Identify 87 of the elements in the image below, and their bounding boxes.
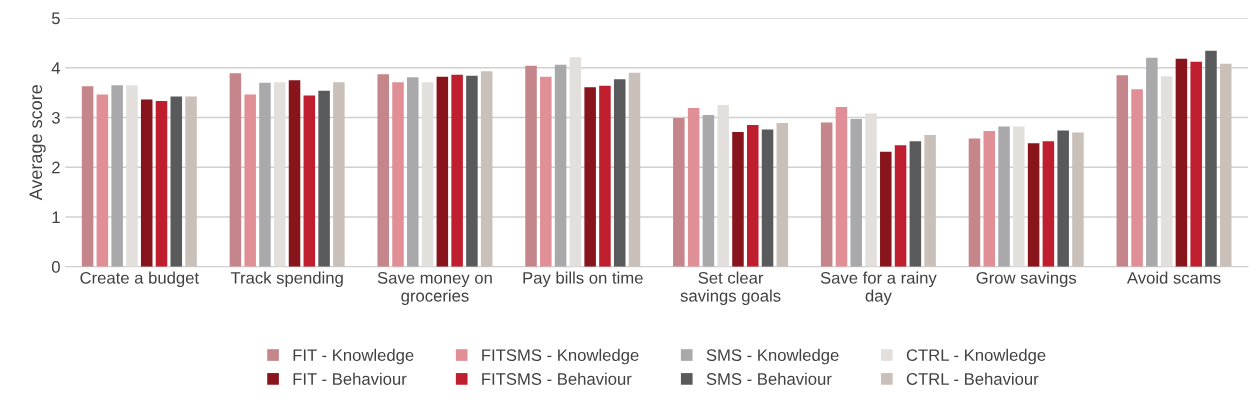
bar	[1205, 50, 1217, 267]
bar	[717, 105, 729, 267]
bar	[569, 57, 582, 267]
x-tick-label: Pay bills on time	[523, 271, 643, 288]
bar	[584, 87, 596, 267]
bar	[155, 101, 168, 267]
bar	[1116, 75, 1129, 267]
bar	[746, 124, 759, 267]
x-tick-label: Save money on groceries	[377, 271, 492, 306]
bar	[229, 73, 242, 267]
bar	[392, 82, 404, 267]
x-tick-label: Set clear savings goals	[680, 271, 781, 306]
legend-label: SMS - Behaviour	[706, 372, 832, 385]
y-tick-label: 3	[51, 111, 60, 124]
bar	[377, 74, 389, 267]
bar	[628, 72, 641, 267]
bar	[466, 75, 478, 267]
bar	[259, 82, 271, 267]
bar	[776, 122, 789, 267]
bar	[1175, 58, 1188, 267]
bar	[1013, 126, 1025, 267]
bar	[111, 85, 123, 267]
y-tick-label: 4	[51, 62, 61, 74]
bar	[170, 96, 183, 267]
bar	[288, 80, 301, 267]
bar	[909, 141, 922, 267]
bar	[244, 94, 256, 267]
x-tick-label: Create a budget	[80, 271, 199, 288]
bar	[613, 79, 626, 267]
bar	[998, 126, 1010, 267]
x-tick-label: Avoid scams	[1126, 271, 1221, 284]
bar	[1042, 141, 1055, 267]
bar	[1131, 89, 1143, 267]
bar	[865, 113, 877, 267]
y-tick-label: 2	[52, 161, 60, 174]
bar	[1057, 130, 1069, 267]
bar	[820, 122, 833, 267]
y-tick-label: 1	[52, 211, 60, 223]
bar	[421, 82, 434, 267]
legend-label: FITSMS - Behaviour	[482, 372, 632, 385]
bar	[687, 108, 700, 267]
bar	[540, 76, 552, 267]
bar	[185, 96, 197, 267]
legend-label: CTRL - Behaviour	[906, 372, 1039, 385]
legend-label: FITSMS - Knowledge	[482, 348, 639, 365]
bar	[303, 95, 316, 267]
bar	[924, 134, 936, 267]
bar	[1190, 61, 1202, 267]
bar	[761, 129, 774, 267]
x-tick-label: Save for a rainy day	[820, 271, 937, 306]
bar	[81, 86, 94, 267]
bar	[850, 118, 862, 267]
bar	[436, 76, 449, 267]
bar	[273, 82, 286, 267]
bar	[407, 77, 419, 267]
legend-label: SMS - Knowledge	[706, 348, 839, 365]
bar	[599, 85, 611, 267]
bar	[554, 64, 567, 267]
bar	[1072, 132, 1084, 267]
legend-label: FIT - Behaviour	[293, 372, 407, 385]
bar	[894, 145, 907, 267]
legend-label: CTRL - Knowledge	[906, 348, 1046, 365]
bar	[1220, 63, 1232, 267]
y-tick-label: 0	[51, 261, 60, 273]
bar	[880, 151, 892, 267]
bar	[480, 71, 493, 267]
bar	[126, 85, 138, 267]
bar	[451, 74, 463, 267]
bar	[732, 131, 744, 267]
x-tick-label: Track spending	[230, 271, 343, 288]
bar	[1146, 57, 1158, 267]
bar	[673, 117, 685, 267]
bar	[835, 107, 848, 267]
bar	[140, 99, 153, 267]
bar	[525, 65, 537, 267]
bar	[983, 130, 996, 267]
legend-label: FIT - Knowledge	[293, 348, 414, 365]
bar	[333, 82, 345, 267]
bar	[968, 138, 981, 267]
x-tick-label: Grow savings	[976, 271, 1077, 288]
y-axis-title: Average score	[29, 85, 46, 201]
bar	[318, 90, 330, 267]
y-tick-label: 5	[51, 12, 60, 25]
bar	[1160, 76, 1173, 267]
bar	[96, 94, 109, 267]
bar	[702, 115, 715, 267]
bar	[1027, 143, 1040, 267]
